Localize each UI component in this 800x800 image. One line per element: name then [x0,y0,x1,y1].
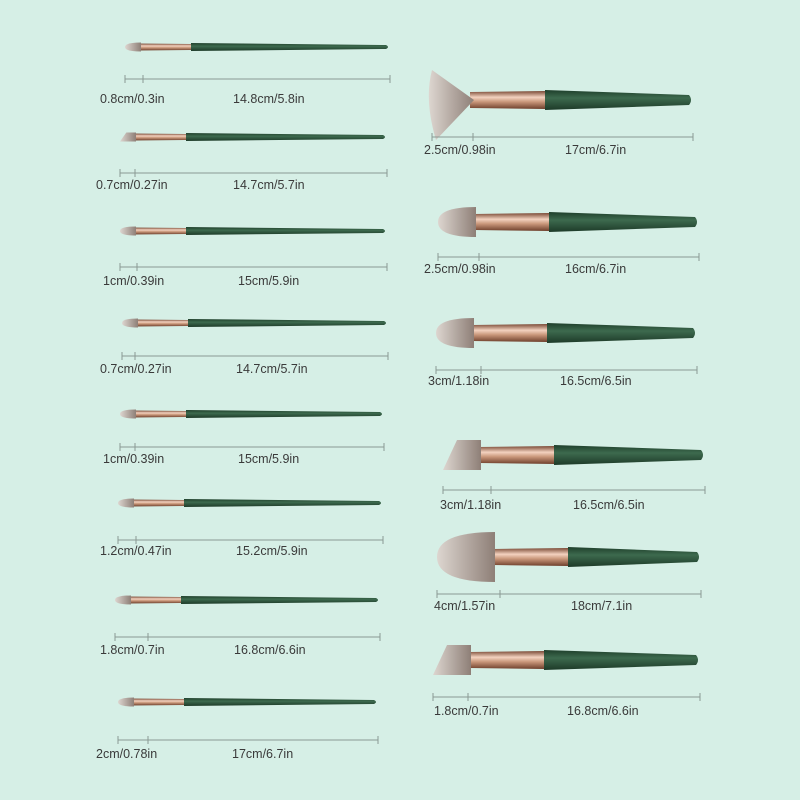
bristle-length-label: 2.5cm/0.98in [424,143,496,157]
brush-bristles [120,132,136,142]
brush-bristles [120,226,136,236]
bristle-length-label: 0.7cm/0.27in [100,362,172,376]
brush-ferrule [134,227,186,235]
brush-right-6 [432,645,701,701]
total-length-label: 15cm/5.9in [238,452,300,466]
bristle-length-label: 1.8cm/0.7in [100,643,165,657]
brush-handle [545,90,691,110]
total-length-label: 16.5cm/6.5in [560,374,632,388]
brush-bristles [438,207,476,237]
brush-bristles [436,318,474,348]
total-length-label: 18cm/7.1in [571,599,633,613]
brush-ferrule [134,410,186,418]
brush-handle [568,547,699,567]
brush-ferrule [479,446,554,464]
brush-handle [544,650,698,670]
brush-handle [547,323,695,343]
brush-left-6 [117,498,384,544]
brush-left-4 [121,318,389,360]
brush-ferrule [472,324,547,342]
brush-handle [188,319,386,327]
bristle-length-label: 1cm/0.39in [103,274,165,288]
brush-handle [191,43,388,51]
brush-left-7 [114,595,381,641]
total-length-label: 14.7cm/5.7in [233,178,305,192]
bristle-length-label: 1.2cm/0.47in [100,544,172,558]
brush-right-5 [436,532,702,598]
brush-left-2 [119,132,388,177]
brush-left-5 [119,409,385,451]
brush-left-3 [119,226,388,271]
brush-left-8 [117,697,379,744]
brush-bristles [118,498,134,508]
brush-ferrule [132,698,184,706]
brush-right-1 [428,70,694,141]
brush-bristles [433,645,471,675]
brush-ferrule [136,319,188,327]
total-length-label: 16.8cm/6.6in [567,704,639,718]
total-length-label: 17cm/6.7in [565,143,627,157]
bristle-length-label: 3cm/1.18in [428,374,490,388]
brush-handle [181,596,378,604]
brush-bristles [122,318,138,328]
brush-handle [186,410,382,418]
bristle-length-label: 0.8cm/0.3in [100,92,165,106]
total-length-label: 16.8cm/6.6in [234,643,306,657]
brush-ferrule [139,43,191,51]
brush-ferrule [474,213,549,231]
bristle-length-label: 4cm/1.57in [434,599,496,613]
brush-bristles [437,532,495,582]
brush-ferrule [470,91,545,109]
brush-right-3 [435,318,698,374]
brush-bristles [125,42,141,52]
brush-ferrule [134,133,186,141]
bristle-length-label: 2.5cm/0.98in [424,262,496,276]
brush-bristles [115,595,131,605]
brush-ferrule [132,499,184,507]
total-length-label: 16cm/6.7in [565,262,627,276]
bristle-length-label: 1.8cm/0.7in [434,704,499,718]
brush-handle [186,227,385,235]
total-length-label: 16.5cm/6.5in [573,498,645,512]
brush-left-1 [124,42,391,83]
brush-bristles [118,697,134,707]
brush-handle [554,445,703,465]
brush-bristles [428,70,474,140]
total-length-label: 15cm/5.9in [238,274,300,288]
brush-right-4 [442,440,706,494]
bristle-length-label: 0.7cm/0.27in [96,178,168,192]
brush-handle [549,212,697,232]
brush-ferrule [493,548,568,566]
bristle-length-label: 2cm/0.78in [96,747,158,761]
brush-bristles [120,409,136,419]
total-length-label: 17cm/6.7in [232,747,294,761]
brush-handle [184,698,376,706]
bristle-length-label: 3cm/1.18in [440,498,502,512]
brush-right-2 [437,207,700,261]
total-length-label: 15.2cm/5.9in [236,544,308,558]
total-length-label: 14.7cm/5.7in [236,362,308,376]
brush-handle [186,133,385,141]
brush-bristles [443,440,481,470]
bristle-length-label: 1cm/0.39in [103,452,165,466]
total-length-label: 14.8cm/5.8in [233,92,305,106]
brush-ferrule [129,596,181,604]
brush-handle [184,499,381,507]
brush-ferrule [469,651,544,669]
